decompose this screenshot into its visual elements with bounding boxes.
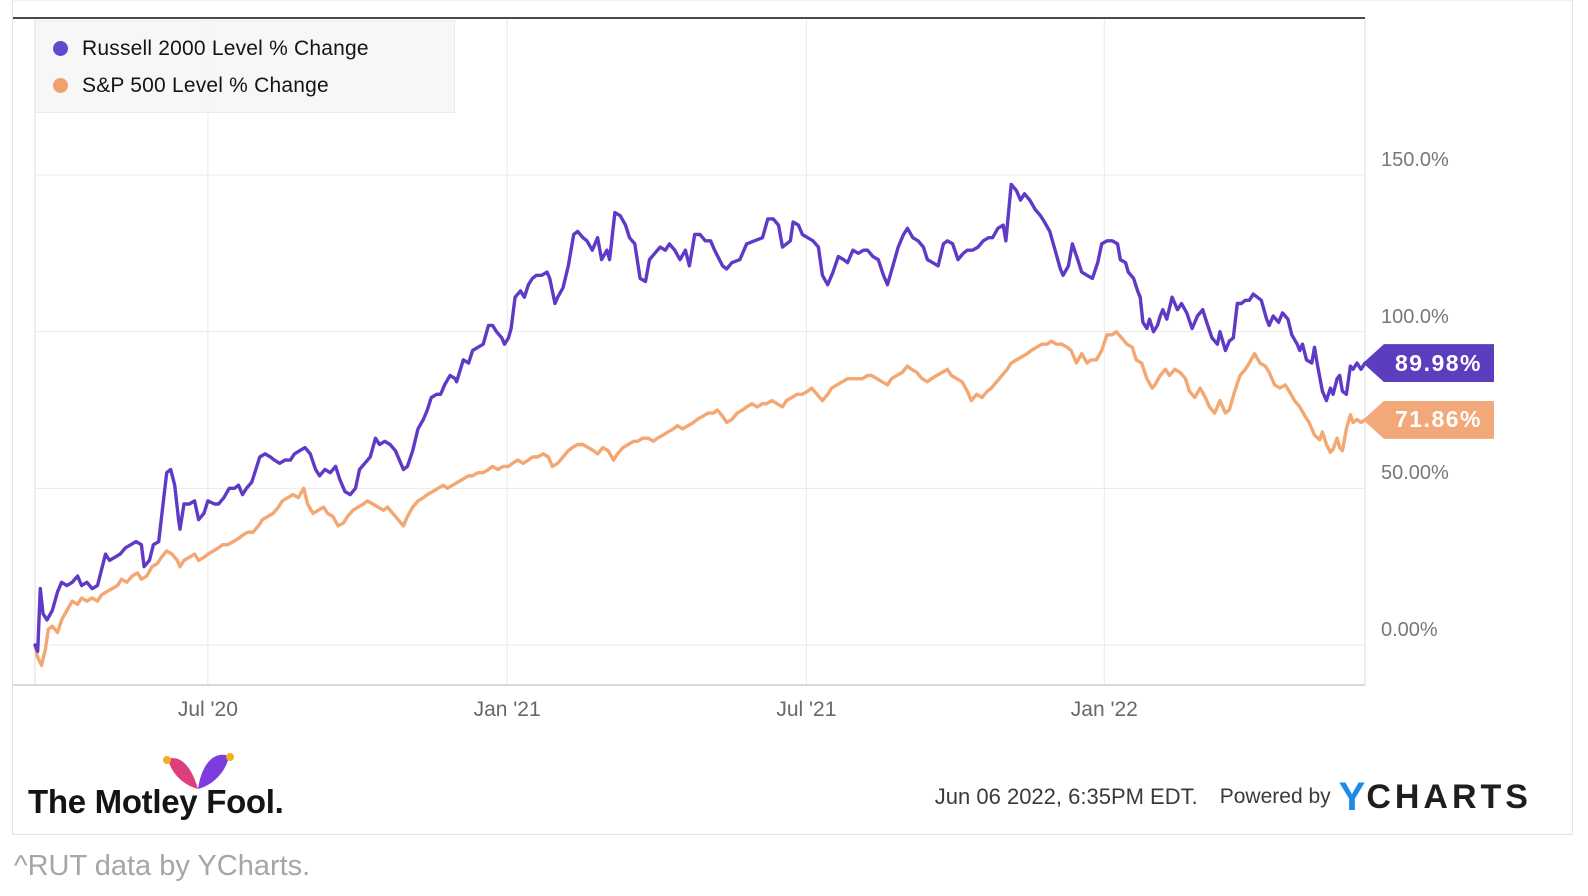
russell-2000-swatch-icon [53,41,68,56]
source-caption: ^RUT data by YCharts. [14,850,311,882]
x-axis-tick-jan22: Jan '22 [1070,698,1138,721]
russell-2000-end-value: 89.98% [1394,349,1482,376]
x-axis-tick-jan21: Jan '21 [473,698,541,721]
russell-2000-value-badge: 89.98% [1363,344,1494,383]
footer-right: Jun 06 2022, 6:35PM EDT. Powered by Y CH… [935,775,1532,819]
powered-by-label: Powered by [1219,785,1331,808]
motley-fool-jester-hat-icon [163,753,234,789]
legend: Russell 2000 Level % Change S&P 500 Leve… [35,20,455,113]
chart-card [12,0,1573,835]
legend-label-sp500: S&P 500 Level % Change [82,73,329,97]
y-axis-tick-50: 50.00% [1381,462,1449,485]
sp500-end-value: 71.86% [1394,406,1482,433]
x-axis-tick-jul20: Jul '20 [177,698,238,721]
timestamp: Jun 06 2022, 6:35PM EDT. [934,784,1198,809]
x-axis-tick-jul21: Jul '21 [776,698,837,721]
motley-fool-logo-text: The Motley Fool. [28,783,284,820]
sp500-swatch-icon [53,78,68,93]
ycharts-logo: Y CHARTS [1339,775,1532,820]
y-axis-tick-100: 100.0% [1381,305,1449,328]
legend-item-russell-2000: Russell 2000 Level % Change [53,30,454,67]
chart-top-rule [13,17,1365,19]
y-axis-tick-150: 150.0% [1381,149,1449,171]
sp500-value-badge: 71.86% [1363,400,1494,439]
legend-item-sp500: S&P 500 Level % Change [53,67,454,104]
y-axis-tick-0: 0.00% [1381,619,1438,641]
legend-label-russell-2000: Russell 2000 Level % Change [82,36,369,60]
ycharts-logo-charts: CHARTS [1366,777,1532,816]
ycharts-logo-y: Y [1338,774,1366,819]
